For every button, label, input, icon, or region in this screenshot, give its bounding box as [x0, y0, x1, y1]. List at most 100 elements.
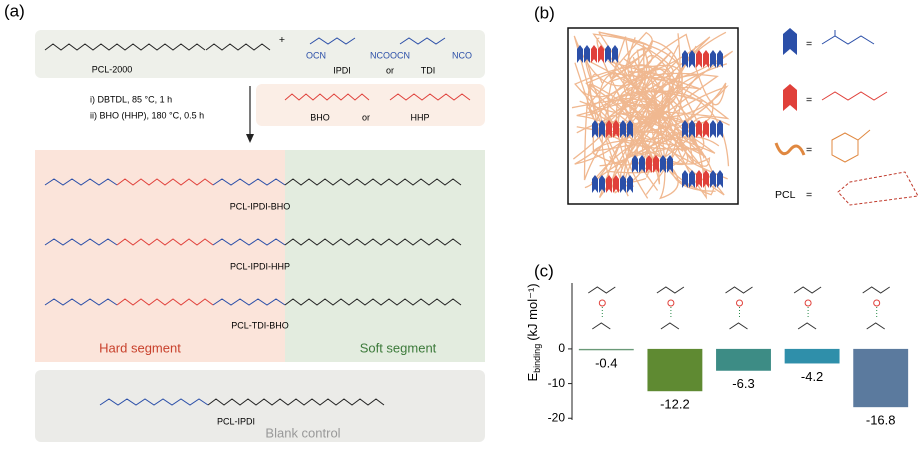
- hard-domain-unit: [710, 50, 716, 68]
- hard-domain-unit: [620, 175, 626, 193]
- structure: [821, 91, 888, 101]
- hard-domain-unit: [717, 120, 723, 138]
- hard-domain-unit: [703, 120, 709, 138]
- atom-o: [598, 299, 606, 307]
- hard-domain-unit: [613, 175, 619, 193]
- cyclo-icon: [774, 142, 806, 156]
- legend-label: PCL: [775, 189, 796, 201]
- y-axis-label: Ebinding (kJ mol⁻¹): [525, 283, 542, 381]
- atom-o: [804, 299, 812, 307]
- chain: [309, 37, 356, 45]
- fragment: [588, 286, 616, 294]
- hard-domain-unit: [653, 155, 659, 173]
- bar: [647, 348, 703, 392]
- fragment: [592, 322, 611, 330]
- value-label: -16.8: [866, 413, 896, 428]
- y-axis-label-unit: (kJ mol⁻¹): [525, 283, 540, 340]
- product-name: PCL-IPDI-HHP: [230, 261, 290, 271]
- condition: i) DBTDL, 85 °C, 1 h: [90, 94, 172, 104]
- arrow-head: [246, 134, 254, 143]
- equals: =: [806, 94, 812, 106]
- product-name: PCL-IPDI-BHO: [230, 201, 291, 211]
- equals: =: [806, 189, 812, 201]
- segment-label: Hard segment: [99, 340, 181, 355]
- atom: NCO: [452, 50, 472, 60]
- chain: [207, 398, 385, 406]
- panel-label: (a): [4, 1, 25, 20]
- fragment: [660, 322, 680, 330]
- chain: [205, 43, 271, 51]
- hard-domain-unit: [696, 120, 702, 138]
- hard-domain-unit: [599, 120, 605, 138]
- hard-domain-unit: [599, 175, 605, 193]
- hard-domain-unit: [606, 120, 612, 138]
- fragment: [729, 322, 748, 330]
- amide-icon: [783, 84, 797, 111]
- hard-domain-unit: [682, 170, 688, 188]
- hard-domain-unit: [627, 120, 633, 138]
- chain: [212, 238, 286, 246]
- compound-name: IPDI: [333, 65, 351, 75]
- chain: [212, 298, 286, 306]
- chain: [399, 37, 446, 45]
- hard-domain-unit: [667, 155, 673, 173]
- fragment: [725, 286, 753, 294]
- fragment: [866, 322, 885, 330]
- fragment: [656, 286, 685, 294]
- soft-bg: [285, 150, 485, 362]
- bar: [784, 348, 840, 364]
- atom-o: [873, 299, 881, 307]
- hard-domain-unit: [605, 45, 611, 63]
- hard-domain-unit: [584, 45, 590, 63]
- hard-domain-unit: [710, 170, 716, 188]
- hard-domain-unit: [606, 175, 612, 193]
- chain: [44, 43, 206, 51]
- hard-domain-unit: [717, 170, 723, 188]
- hard-domain-unit: [689, 170, 695, 188]
- reactant-box: [35, 30, 485, 78]
- hard-domain-unit: [696, 170, 702, 188]
- value-label: -0.4: [595, 356, 617, 371]
- product-name: PCL-TDI-BHO: [231, 320, 289, 330]
- pcl-chain: [584, 55, 659, 191]
- structure: [831, 129, 871, 163]
- structure: [821, 30, 875, 45]
- reagent-box: [256, 84, 485, 126]
- y-tick-label: 0: [558, 341, 565, 355]
- hard-domain-unit: [592, 120, 598, 138]
- hard-domain-unit: [703, 170, 709, 188]
- y-tick-label: -20: [548, 410, 566, 424]
- hard-domain-unit: [689, 50, 695, 68]
- chain: [389, 93, 471, 101]
- atom: OCN: [390, 50, 410, 60]
- compound-name: TDI: [421, 65, 436, 75]
- fragment: [862, 286, 890, 294]
- network: [571, 31, 733, 200]
- hard-domain-unit: [717, 50, 723, 68]
- y-tick-label: -10: [548, 376, 566, 390]
- bar: [578, 348, 634, 351]
- atom: NCO: [370, 50, 390, 60]
- hard-domain-unit: [646, 155, 652, 173]
- hard-domain-unit: [598, 45, 604, 63]
- compound-name: BHO: [310, 112, 330, 122]
- hard-domain-unit: [613, 120, 619, 138]
- hard-domain-unit: [627, 175, 633, 193]
- y-axis-label-main: E: [525, 373, 540, 382]
- hard-domain-unit: [689, 120, 695, 138]
- chain: [44, 178, 118, 186]
- hard-bg: [35, 150, 285, 362]
- hard-domain-unit: [703, 50, 709, 68]
- hard-domain-unit: [612, 45, 618, 63]
- pcl-chain: [626, 31, 727, 200]
- chain: [284, 238, 462, 246]
- chain: [116, 298, 214, 306]
- value-label: -6.3: [732, 376, 754, 391]
- chain: [44, 298, 118, 306]
- fragment: [797, 322, 817, 330]
- chain: [284, 93, 370, 101]
- hard-domain-unit: [682, 120, 688, 138]
- or: or: [362, 112, 370, 122]
- urethane-icon: [783, 28, 797, 55]
